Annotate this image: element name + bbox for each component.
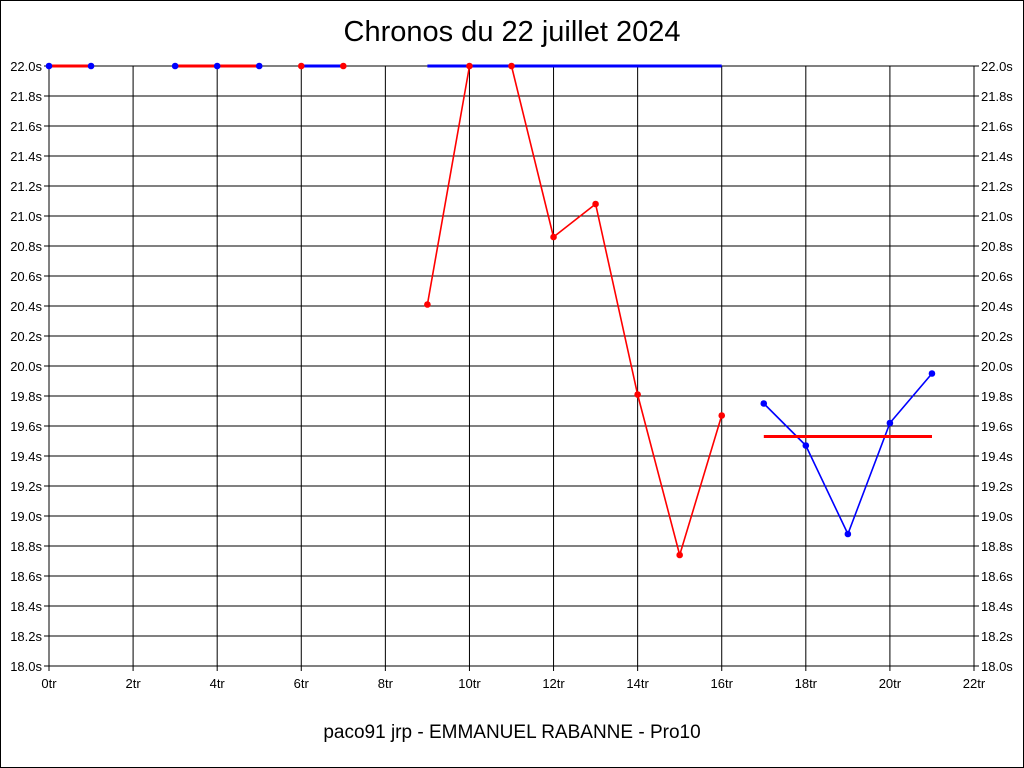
data-point-2-1 <box>340 62 347 70</box>
chart-title: Chronos du 22 juillet 2024 <box>343 16 681 48</box>
y-tick-label-left: 21.8s <box>10 89 42 104</box>
y-tick-label-left: 20.2s <box>10 329 42 344</box>
data-point-0-1 <box>87 62 95 70</box>
y-tick-label-right: 21.4s <box>981 149 1013 164</box>
y-tick-label-left: 19.0s <box>10 509 42 524</box>
x-tick-label: 2tr <box>126 676 142 691</box>
y-tick-label-right: 18.8s <box>981 539 1013 554</box>
y-tick-label-right: 22.0s <box>981 59 1013 74</box>
y-tick-label-left: 18.4s <box>10 599 42 614</box>
y-tick-label-left: 20.0s <box>10 359 42 374</box>
y-tick-label-left: 21.6s <box>10 119 42 134</box>
x-tick-label: 16tr <box>711 676 734 691</box>
y-tick-label-right: 20.4s <box>981 299 1013 314</box>
data-point-5-1 <box>802 442 810 449</box>
y-tick-label-left: 18.0s <box>10 659 42 674</box>
x-tick-label: 22tr <box>963 676 986 691</box>
y-tick-label-left: 18.6s <box>10 569 42 584</box>
y-tick-label-right: 19.0s <box>981 509 1013 524</box>
x-tick-label: 14tr <box>626 676 649 691</box>
data-point-3-0 <box>424 301 431 308</box>
y-tick-label-right: 21.8s <box>981 89 1013 104</box>
y-tick-label-left: 21.0s <box>10 209 42 224</box>
y-tick-label-left: 20.4s <box>10 299 42 314</box>
data-point-3-3 <box>550 233 557 241</box>
y-tick-label-right: 19.6s <box>981 419 1013 434</box>
y-tick-label-right: 20.0s <box>981 359 1013 374</box>
y-tick-label-left: 22.0s <box>10 59 42 74</box>
chart-footer: paco91 jrp - EMMANUEL RABANNE - Pro10 <box>323 722 701 743</box>
data-point-2-0 <box>297 62 305 70</box>
data-point-5-3 <box>886 419 894 427</box>
x-tick-label: 10tr <box>458 676 481 691</box>
x-tick-label: 18tr <box>795 676 818 691</box>
data-point-3-5 <box>634 391 641 398</box>
y-tick-label-left: 20.6s <box>10 269 42 284</box>
y-tick-label-right: 21.0s <box>981 209 1013 224</box>
y-tick-label-right: 19.2s <box>981 479 1013 494</box>
data-point-5-4 <box>928 370 936 377</box>
y-tick-label-right: 19.4s <box>981 449 1013 464</box>
data-point-0-0 <box>45 62 53 70</box>
y-tick-label-left: 19.4s <box>10 449 42 464</box>
y-tick-label-right: 19.8s <box>981 389 1013 404</box>
x-tick-label: 8tr <box>378 676 394 691</box>
y-tick-label-left: 19.2s <box>10 479 42 494</box>
data-point-5-0 <box>760 400 768 407</box>
y-tick-label-left: 20.8s <box>10 239 42 254</box>
data-point-3-6 <box>676 551 683 559</box>
y-tick-label-right: 20.2s <box>981 329 1013 344</box>
data-point-3-4 <box>592 200 599 208</box>
y-tick-label-left: 21.4s <box>10 149 42 164</box>
y-tick-label-right: 18.6s <box>981 569 1013 584</box>
data-point-3-7 <box>718 412 726 419</box>
y-tick-label-left: 19.6s <box>10 419 42 434</box>
y-tick-label-right: 20.6s <box>981 269 1013 284</box>
data-point-1-2 <box>255 62 263 70</box>
y-tick-label-left: 18.2s <box>10 629 42 644</box>
y-tick-label-left: 21.2s <box>10 179 42 194</box>
series-line-5 <box>763 372 933 535</box>
y-tick-label-right: 20.8s <box>981 239 1013 254</box>
data-point-1-1 <box>213 62 221 70</box>
y-tick-label-right: 21.6s <box>981 119 1013 134</box>
series-line-3 <box>426 65 723 556</box>
x-tick-label: 20tr <box>879 676 902 691</box>
y-tick-label-right: 18.4s <box>981 599 1013 614</box>
data-point-3-1 <box>466 62 473 70</box>
data-point-3-2 <box>508 62 515 70</box>
data-point-1-0 <box>171 62 179 70</box>
y-tick-label-left: 18.8s <box>10 539 42 554</box>
y-tick-label-left: 19.8s <box>10 389 42 404</box>
x-tick-label: 6tr <box>294 676 310 691</box>
x-tick-label: 4tr <box>210 676 226 691</box>
y-tick-label-right: 18.2s <box>981 629 1013 644</box>
x-tick-label: 0tr <box>41 676 57 691</box>
y-tick-label-right: 18.0s <box>981 659 1013 674</box>
x-tick-label: 12tr <box>542 676 565 691</box>
data-point-5-2 <box>844 530 852 538</box>
y-tick-label-right: 21.2s <box>981 179 1013 194</box>
